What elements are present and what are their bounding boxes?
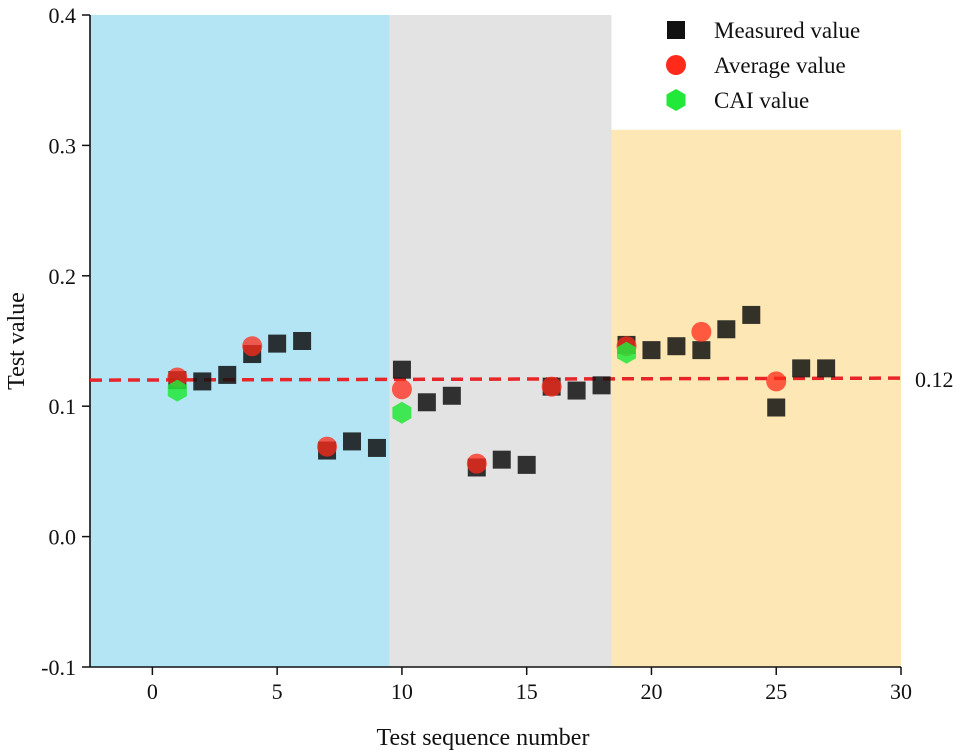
- y-tick-label: 0.2: [49, 264, 77, 289]
- measured-value-point: [667, 337, 686, 356]
- y-tick-label: 0.0: [49, 525, 77, 550]
- legend-cai-value-marker: [666, 89, 686, 111]
- x-tick-label: 30: [890, 679, 912, 704]
- measured-value-point: [293, 332, 312, 350]
- measured-value-point: [767, 398, 786, 417]
- measured-value-point: [193, 372, 212, 391]
- measured-value-point: [592, 376, 611, 395]
- region-3: [611, 129, 901, 667]
- average-value-point: [541, 376, 562, 397]
- measured-value-point: [417, 393, 436, 412]
- measured-value-point: [792, 359, 811, 378]
- legend-cai-value-label: CAI value: [714, 88, 809, 113]
- data-points: [167, 305, 836, 477]
- plot-frame: [89, 15, 901, 668]
- average-value-point: [391, 379, 412, 400]
- reference-line-label: 0.12: [915, 367, 954, 392]
- average-value-point: [766, 371, 787, 392]
- legend: Measured value Average value CAI value: [666, 18, 860, 113]
- legend-measured-value-label: Measured value: [714, 18, 860, 43]
- cai-value-point: [392, 401, 412, 424]
- average-value-point: [691, 321, 712, 342]
- measured-value-point: [442, 386, 461, 405]
- measured-value-point: [343, 432, 362, 451]
- y-tick-label: 0.4: [49, 3, 77, 28]
- region-1: [90, 15, 390, 667]
- cai-value-point: [617, 341, 636, 364]
- legend-average-value-marker: [666, 55, 686, 75]
- average-value-point: [242, 336, 263, 357]
- x-tick-label: 10: [391, 679, 413, 704]
- measured-value-point: [817, 359, 836, 378]
- background-regions: [90, 15, 901, 667]
- legend-average-value-label: Average value: [714, 53, 846, 78]
- measured-value-point: [492, 450, 511, 469]
- cai-value-point: [167, 379, 187, 402]
- measured-value-point: [392, 360, 411, 379]
- x-tick-label: 25: [765, 679, 787, 704]
- measured-value-point: [717, 320, 736, 339]
- axis-ticks: 0 5 10 15 20 25 30 -0.1 0.0 0.1 0.2 0.3 0.4: [41, 3, 912, 704]
- y-tick-label: -0.1: [41, 655, 76, 680]
- measured-value-point: [692, 341, 711, 360]
- average-value-point: [317, 436, 338, 457]
- x-tick-label: 0: [147, 679, 158, 704]
- average-value-point: [466, 453, 487, 474]
- measured-value-point: [218, 365, 237, 384]
- measured-value-point: [367, 438, 386, 457]
- measured-value-point: [742, 305, 761, 324]
- legend-measured-value-marker: [667, 21, 685, 39]
- measured-value-point: [268, 334, 287, 353]
- measured-value-point: [567, 381, 586, 400]
- x-axis-title: Test sequence number: [377, 725, 590, 751]
- y-axis-title: Test value: [4, 292, 30, 390]
- region-2: [389, 15, 612, 667]
- x-tick-label: 5: [272, 679, 283, 704]
- measured-value-point: [517, 455, 536, 474]
- measured-value-point: [642, 341, 661, 360]
- x-tick-label: 20: [640, 679, 662, 704]
- x-tick-label: 15: [516, 679, 538, 704]
- y-tick-label: 0.1: [49, 394, 77, 419]
- y-tick-label: 0.3: [49, 133, 77, 158]
